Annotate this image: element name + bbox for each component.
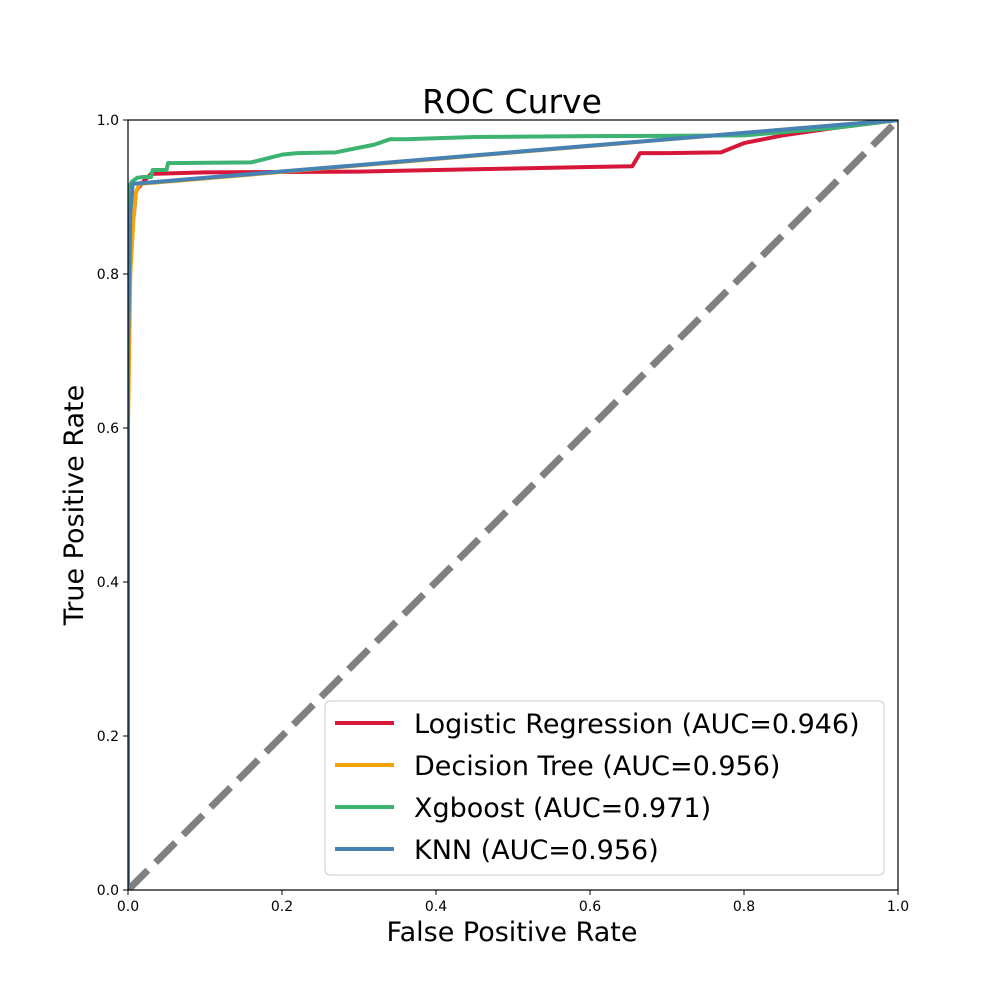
y-tick-label: 0.2 xyxy=(97,729,119,745)
y-tick-label: 0.8 xyxy=(97,267,119,283)
y-tick-label: 0.4 xyxy=(97,575,119,591)
plot-area xyxy=(128,120,898,890)
y-tick-label: 1.0 xyxy=(97,113,119,129)
chart-title: ROC Curve xyxy=(422,82,602,121)
y-axis-label: True Positive Rate xyxy=(59,385,90,627)
x-tick-label: 0.4 xyxy=(425,899,447,915)
legend-entry-label: Xgboost (AUC=0.971) xyxy=(414,793,711,824)
y-tick-label: 0.6 xyxy=(97,421,119,437)
plot-frame xyxy=(127,119,899,891)
legend-entry-label: Decision Tree (AUC=0.956) xyxy=(414,751,780,782)
axes: 0.0 0.2 0.4 0.6 0.8 1.0 0.0 0.2 0.4 0.6 0.8 1.0 xyxy=(97,113,909,915)
roc-curve-series-4 xyxy=(128,120,898,890)
x-tick-label: 0.8 xyxy=(733,899,755,915)
x-tick-label: 1.0 xyxy=(887,899,909,915)
legend-box xyxy=(324,700,885,876)
legend: Logistic Regression (AUC=0.946) Decision … xyxy=(324,700,885,876)
x-tick-label: 0.2 xyxy=(271,899,293,915)
legend-entry-label: KNN (AUC=0.956) xyxy=(414,835,659,866)
y-tick-label: 0.0 xyxy=(97,883,119,899)
legend-entry-label: Logistic Regression (AUC=0.946) xyxy=(414,709,860,740)
x-tick-label: 0.6 xyxy=(579,899,601,915)
roc-curve-series-3 xyxy=(128,120,898,890)
x-tick-label: 0.0 xyxy=(117,899,139,915)
reference-diagonal-line xyxy=(128,120,898,890)
x-axis-label: False Positive Rate xyxy=(387,917,638,948)
